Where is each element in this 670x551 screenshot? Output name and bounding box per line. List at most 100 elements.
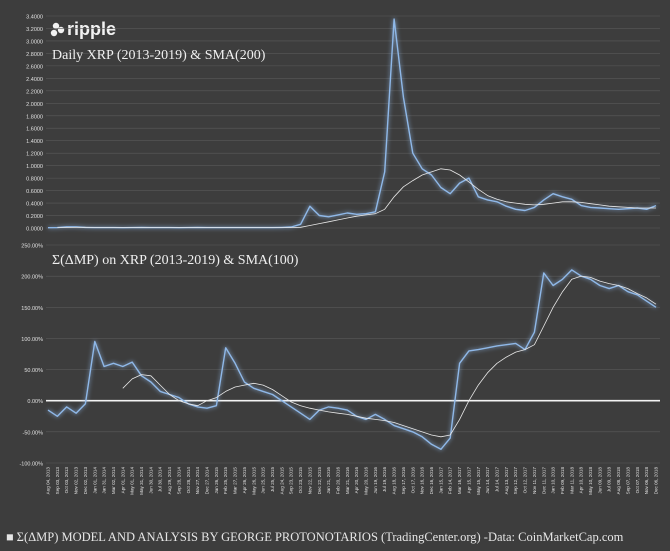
sigma-xtick-label: Jan 21, 2016 (326, 467, 331, 494)
price-ytick-label: 0.0000 (26, 227, 43, 233)
sigma-ytick-label: 0.00% (27, 399, 43, 405)
sigma-xtick-label: Oct 07, 2018 (635, 467, 640, 494)
price-ytick-label: 3.0000 (26, 39, 43, 45)
sigma-xtick-label: Sep 17, 2016 (401, 467, 406, 495)
sigma-xtick-label: Apr 15, 2017 (466, 467, 471, 494)
sigma-xtick-label: Dec 11, 2017 (541, 467, 546, 494)
sigma-xtick-label: Apr 01, 2014 (120, 467, 125, 494)
price-ytick-label: 1.4000 (26, 139, 43, 145)
sigma-xtick-label: Jul 14, 2017 (495, 467, 500, 492)
sigma-xtick-label: Mar 27, 2015 (233, 467, 238, 495)
price-ytick-label: 2.8000 (26, 52, 43, 58)
sigma-ytick-label: -100.00% (19, 462, 43, 468)
sigma-xtick-label: Dec 02, 2013 (83, 467, 88, 495)
price-ytick-label: 2.4000 (26, 77, 43, 83)
sigma-xtick-label: Aug 08, 2018 (616, 467, 621, 495)
sigma-xtick-label: Jan 01, 2014 (92, 467, 97, 494)
sigma-xtick-label: Jul 09, 2018 (607, 467, 612, 492)
sigma-xtick-label: Apr 20, 2016 (354, 467, 359, 494)
sigma-xtick-label: Nov 16, 2016 (420, 467, 425, 495)
price-ytick-label: 0.6000 (26, 189, 43, 195)
sigma-xtick-label: Jun 19, 2016 (373, 467, 378, 494)
sigma-xtick-label: Mar 21, 2016 (345, 467, 350, 495)
sigma-xtick-label: Aug 24, 2015 (279, 467, 284, 495)
sigma-xtick-label: Feb 20, 2016 (336, 467, 341, 495)
sigma-xtick-label: Dec 06, 2018 (654, 467, 659, 495)
sigma-xtick-label: Oct 17, 2016 (410, 467, 415, 494)
price-ytick-label: 2.6000 (26, 64, 43, 70)
sigma-series-line (47, 269, 657, 450)
sigma-xtick-label: Aug 13, 2017 (504, 467, 509, 495)
sigma-chart-title: Σ(ΔMP) on XRP (2013-2019) & SMA(100) (52, 253, 299, 268)
price-sma-line (57, 168, 656, 228)
sigma-xtick-label: Aug 04, 2013 (46, 467, 51, 495)
sigma-xtick-label: Nov 02, 2013 (74, 467, 79, 495)
sigma-sma-line (122, 275, 657, 438)
sigma-xtick-label: May 10, 2018 (588, 467, 593, 495)
sigma-ytick-label: 200.00% (21, 275, 43, 281)
sigma-xtick-label: Mar 11, 2018 (569, 467, 574, 494)
sigma-xtick-label: Nov 27, 2014 (195, 467, 200, 495)
sigma-xtick-label: Nov 22, 2015 (307, 467, 312, 495)
sigma-panel: -100.00% -50.00% 0.00% 50.00% 100.00% 150.00%… (19, 244, 660, 495)
price-ytick-label: 1.2000 (26, 152, 43, 158)
sigma-xtick-label: Aug 18, 2016 (392, 467, 397, 495)
sigma-ytick-label: 250.00% (21, 244, 43, 250)
sigma-xtick-label: Jul 19, 2016 (382, 467, 387, 492)
footer-credit: ■ Σ(ΔMP) MODEL AND ANALYSIS BY GEORGE PR… (6, 530, 624, 544)
sigma-xtick-label: Mar 02, 2014 (111, 467, 116, 495)
price-ytick-label: 1.6000 (26, 127, 43, 133)
sigma-xtick-label: Oct 03, 2013 (64, 467, 69, 494)
sigma-xtick-label: Oct 12, 2017 (523, 467, 528, 494)
chart-svg: 0.0000 0.2000 0.4000 0.6000 0.8000 1.0000 1.20… (19, 15, 660, 495)
sigma-xtick-label: Sep 28, 2014 (177, 467, 182, 495)
sigma-xtick-label: Jan 15, 2017 (438, 467, 443, 494)
price-ytick-label: 3.2000 (26, 27, 43, 33)
sigma-xtick-label: Sep 03, 2013 (55, 467, 60, 495)
sigma-xtick-label: May 31, 2014 (139, 467, 144, 495)
sigma-xtick-label: Oct 23, 2015 (298, 467, 303, 494)
price-ytick-label: 0.4000 (26, 202, 43, 208)
sigma-xtick-label: Nov 11, 2017 (532, 467, 537, 494)
sigma-xtick-label: Dec 27, 2014 (205, 467, 210, 495)
price-chart-title: Daily XRP (2013-2019) & SMA(200) (52, 48, 266, 63)
ripple-logo-mark: ripple (50, 19, 116, 39)
sigma-xtick-label: Jun 09, 2018 (597, 467, 602, 494)
sigma-xtick-label: Feb 14, 2017 (448, 467, 453, 495)
sigma-xtick-label: Jul 30, 2014 (158, 467, 163, 492)
sigma-xtick-label: Jan 10, 2018 (551, 467, 556, 494)
sigma-xtick-label: Jul 25, 2015 (270, 467, 275, 492)
price-ytick-label: 0.2000 (26, 214, 43, 220)
price-ytick-label: 3.4000 (26, 15, 43, 21)
sigma-xtick-label: Feb 25, 2015 (223, 467, 228, 495)
sigma-xtick-label: Jan 26, 2015 (214, 467, 219, 494)
sigma-xtick-label: Jan 31, 2014 (102, 467, 107, 494)
ripple-logo: ripple (50, 18, 130, 45)
sigma-xtick-label: Apr 26, 2015 (242, 467, 247, 494)
sigma-xtick-label: May 15, 2017 (476, 467, 481, 495)
price-ytick-label: 1.0000 (26, 164, 43, 170)
sigma-ytick-label: 150.00% (21, 306, 43, 312)
ripple-logo-text: ripple (67, 19, 116, 39)
price-ytick-label: 2.0000 (26, 102, 43, 108)
sigma-xtick-label: Jun 25, 2015 (261, 467, 266, 494)
sigma-xtick-label: Sep 07, 2018 (625, 467, 630, 495)
sigma-xtick-label: Mar 16, 2017 (457, 467, 462, 495)
sigma-xtick-label: Sep 12, 2017 (513, 467, 518, 495)
sigma-xtick-label: Sep 23, 2015 (289, 467, 294, 495)
price-ytick-label: 2.2000 (26, 89, 43, 95)
price-ytick-label: 1.8000 (26, 114, 43, 120)
sigma-xtick-label: Dec 16, 2016 (429, 467, 434, 495)
sigma-xtick-label: May 20, 2016 (364, 467, 369, 495)
sigma-xtick-label: Feb 09, 2018 (560, 467, 565, 495)
sigma-xtick-label: Nov 06, 2018 (644, 467, 649, 495)
sigma-ytick-label: 100.00% (21, 337, 43, 343)
sigma-xtick-label: May 26, 2015 (251, 467, 256, 495)
sigma-xtick-label: Dec 22, 2015 (317, 467, 322, 495)
sigma-xtick-label: Jun 14, 2017 (485, 467, 490, 494)
sigma-xtick-label: Apr 10, 2018 (579, 467, 584, 494)
sigma-xtick-label: Aug 29, 2014 (167, 467, 172, 495)
price-ytick-label: 0.8000 (26, 177, 43, 183)
sigma-xtick-label: Jun 30, 2014 (148, 467, 153, 494)
